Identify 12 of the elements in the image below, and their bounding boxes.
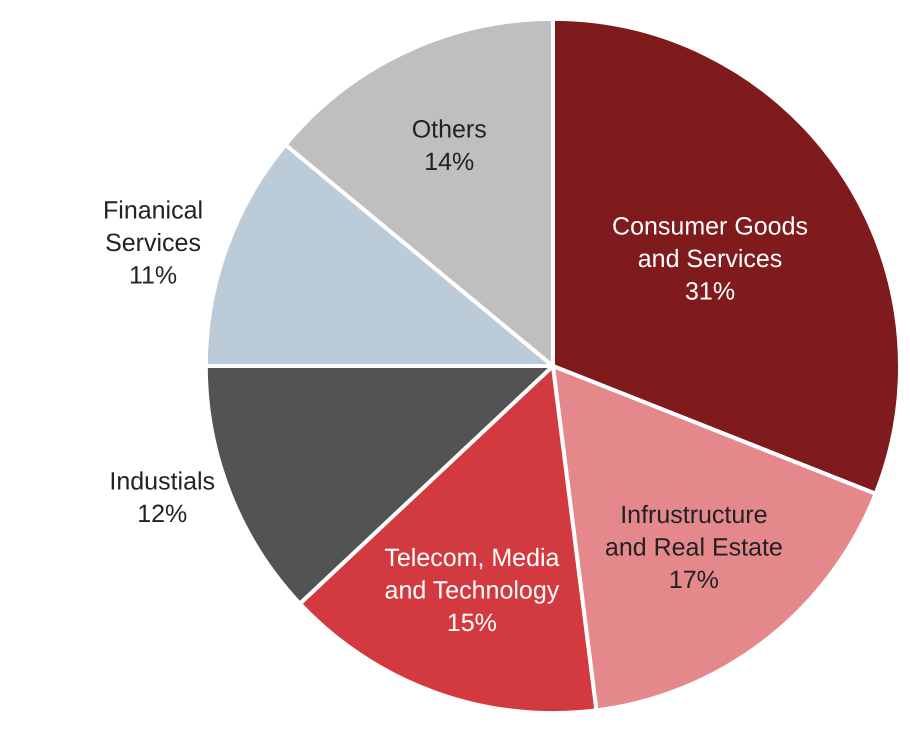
- slice-label: Infrustructure and Real Estate: [604, 501, 783, 562]
- data-label: 12%: [137, 500, 188, 528]
- slice-label: Telecom, Media and Technology: [384, 544, 560, 605]
- slice-label: Consumer Goods and Services: [612, 212, 808, 274]
- slice-label: Industials: [109, 468, 216, 496]
- slice-label: Finanical Services: [103, 196, 204, 258]
- data-label: 11%: [128, 262, 178, 290]
- data-label: 31%: [685, 278, 736, 306]
- data-label: 15%: [446, 609, 497, 638]
- data-label: 14%: [424, 148, 474, 176]
- slice-label: Others: [412, 115, 487, 144]
- data-label: 17%: [668, 566, 719, 594]
